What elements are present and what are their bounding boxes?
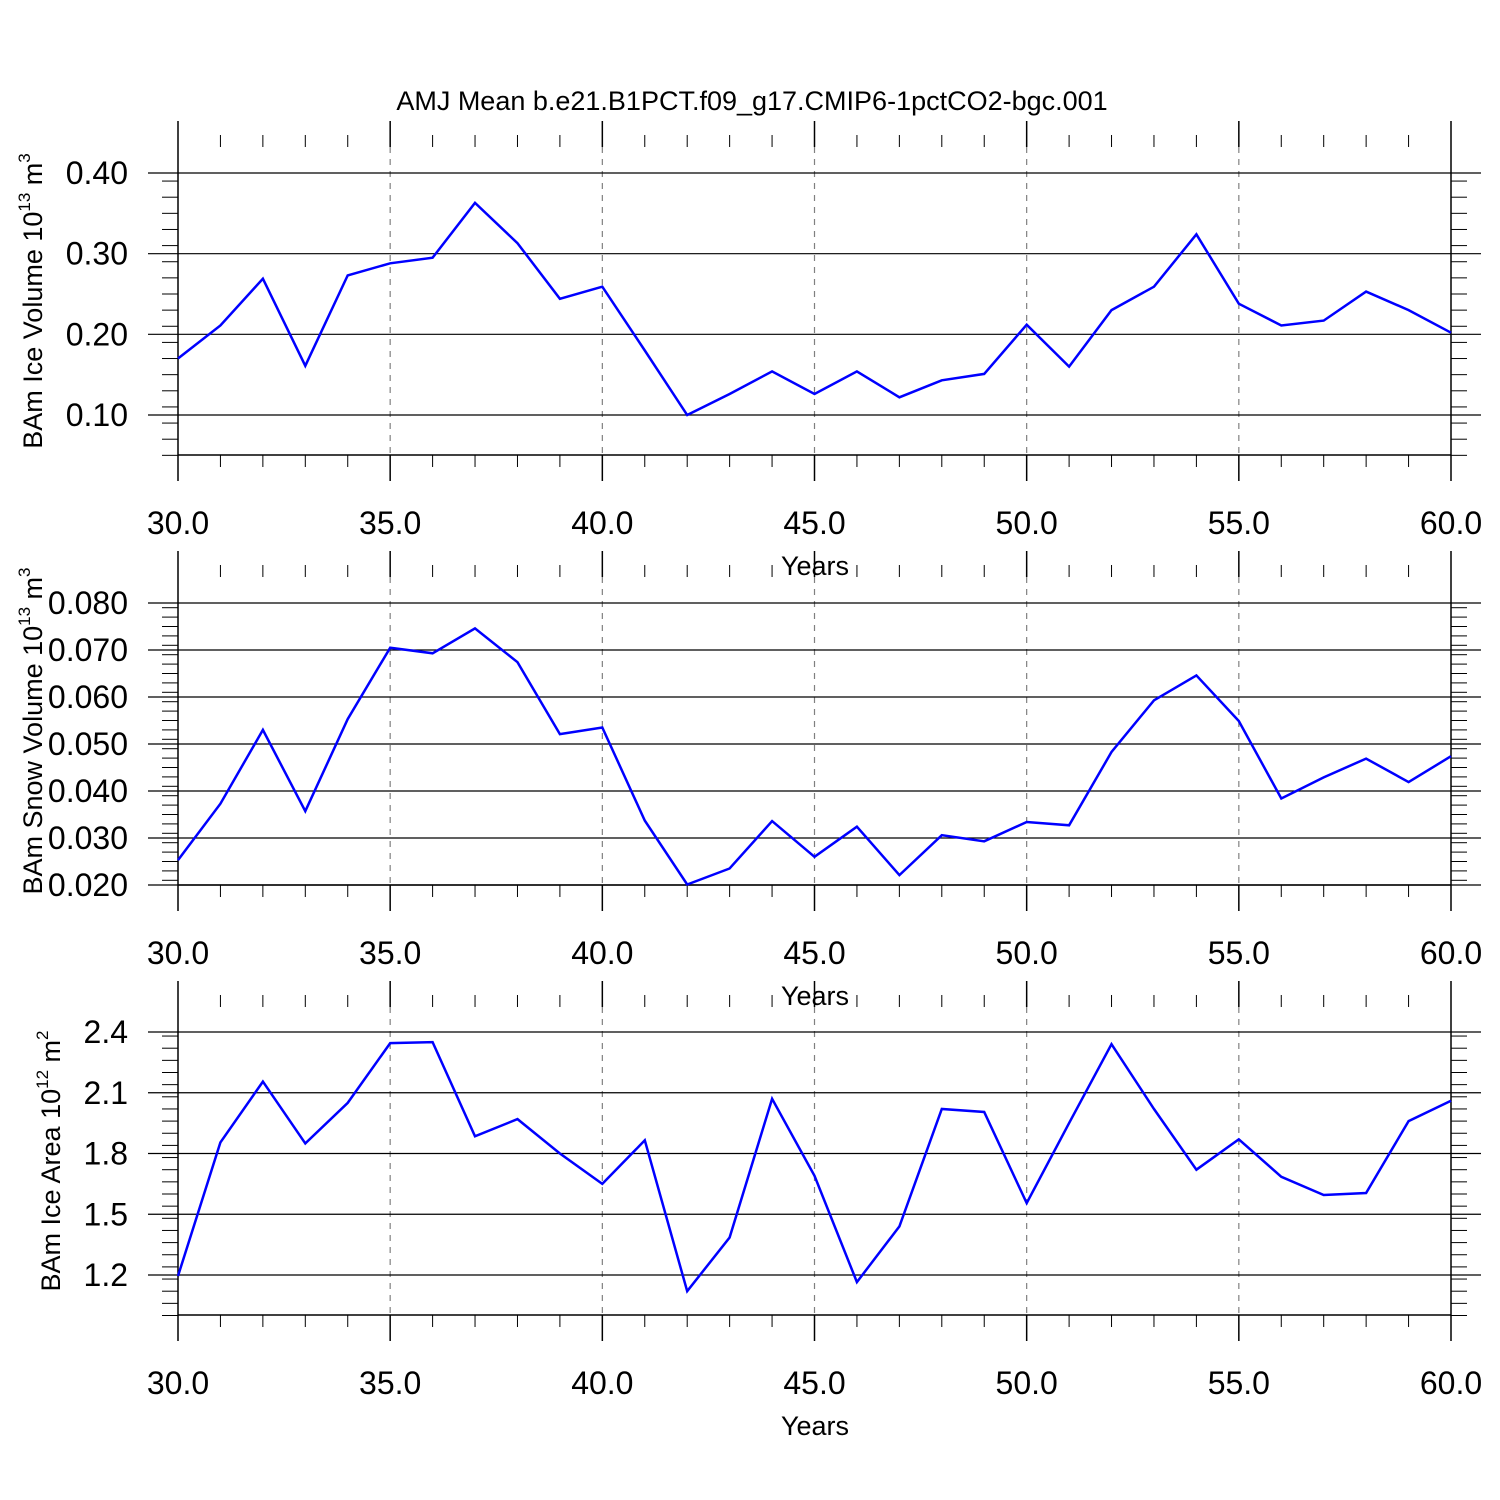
series-line [177,626,1452,887]
x-axis-label: Years [781,1411,849,1441]
y-tick-label: 0.060 [48,679,128,715]
x-tick-label: 60.0 [1420,1365,1482,1401]
x-tick-label: 30.0 [147,505,209,541]
y-tick-label: 2.4 [84,1014,128,1050]
x-tick-label: 45.0 [783,935,845,971]
x-tick-label: 50.0 [996,505,1058,541]
panel-2: 0.020 0.030 0.040 0.050 0.060 0.070 0.080 30.0 3… [15,551,1482,1011]
y-tick-label: 1.8 [84,1136,128,1172]
y-tick-label: 0.30 [66,236,128,272]
y-tick-label: 0.050 [48,726,128,762]
x-tick-label: 30.0 [147,1365,209,1401]
x-tick-label: 60.0 [1420,505,1482,541]
x-tick-label: 60.0 [1420,935,1482,971]
y-axis-label: BAm Snow Volume 1013 m3 [15,567,48,894]
y-tick-label: 0.40 [66,155,128,191]
y-tick-label: 0.040 [48,773,128,809]
y-tick-label: 0.070 [48,632,128,668]
x-tick-label: 35.0 [359,505,421,541]
x-tick-label: 45.0 [783,1365,845,1401]
x-tick-label: 30.0 [147,935,209,971]
panel-1: 0.10 0.20 0.30 0.40 30.0 35.0 40.0 45.0 50.0 55.0… [15,121,1482,581]
y-axis-label: BAm Ice Area 1012 m2 [33,1031,66,1292]
chart-title: AMJ Mean b.e21.B1PCT.f09_g17.CMIP6-1pctC… [396,86,1107,116]
x-tick-label: 55.0 [1208,505,1270,541]
y-tick-label: 0.20 [66,316,128,352]
y-tick-label: 0.080 [48,585,128,621]
y-axis-label: BAm Ice Volume 1013 m3 [15,153,48,449]
x-tick-label: 50.0 [996,935,1058,971]
x-tick-label: 45.0 [783,505,845,541]
x-tick-label: 35.0 [359,935,421,971]
x-tick-label: 40.0 [571,935,633,971]
y-tick-label: 0.030 [48,820,128,856]
x-tick-label: 40.0 [571,505,633,541]
y-tick-label: 1.2 [84,1257,128,1293]
series-line [176,1040,1452,1294]
x-tick-label: 35.0 [359,1365,421,1401]
x-tick-label: 55.0 [1208,935,1270,971]
panel-3: 1.2 1.5 1.8 2.1 2.4 30.0 35.0 40.0 45.0 50.0 55.0 6… [33,981,1482,1441]
y-tick-label: 0.10 [66,397,128,433]
x-tick-label: 40.0 [571,1365,633,1401]
x-tick-label: 55.0 [1208,1365,1270,1401]
y-tick-label: 1.5 [84,1196,128,1232]
y-tick-label: 2.1 [84,1075,128,1111]
series-line [177,200,1452,417]
y-tick-label: 0.020 [48,867,128,903]
x-tick-label: 50.0 [996,1365,1058,1401]
